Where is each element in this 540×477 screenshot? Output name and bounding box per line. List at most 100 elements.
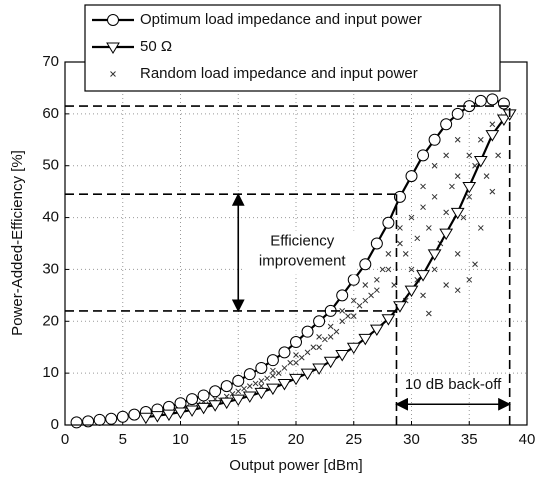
- cross-marker: [420, 292, 426, 299]
- cross-marker: [293, 352, 299, 358]
- y-axis-label: Power-Added-Efficiency [%]: [9, 150, 26, 336]
- triangle-marker: [462, 181, 477, 194]
- triangle-marker: [358, 333, 373, 346]
- triangle-marker: [266, 383, 280, 396]
- circle-marker: [255, 361, 268, 374]
- circle-marker: [301, 325, 314, 338]
- cross-marker: [287, 359, 294, 366]
- circle-marker: [451, 107, 464, 120]
- circle-marker: [290, 336, 302, 349]
- circle-marker: [486, 93, 499, 106]
- x-tick-label: 5: [119, 431, 127, 448]
- circle-marker: [370, 237, 383, 250]
- cross-marker: [356, 302, 363, 309]
- triangle-marker: [162, 409, 176, 422]
- triangle-marker: [242, 391, 257, 403]
- y-tick-label: 30: [42, 260, 59, 277]
- triangle-marker: [497, 114, 511, 127]
- triangle-marker: [369, 324, 384, 337]
- circle-marker: [209, 385, 222, 398]
- triangle-marker: [173, 407, 188, 420]
- triangle-marker: [439, 228, 454, 241]
- cross-marker: [460, 214, 467, 221]
- triangle-marker: [416, 270, 430, 282]
- y-tick-label: 10: [42, 364, 59, 381]
- cross-marker: [339, 308, 346, 314]
- circle-marker: [105, 412, 118, 425]
- circle-marker: [382, 216, 395, 229]
- triangle-marker: [208, 400, 223, 412]
- circle-marker: [474, 94, 487, 107]
- circle-marker: [347, 273, 360, 286]
- cross-marker: [310, 344, 317, 351]
- cross-marker: [235, 388, 242, 395]
- cross-marker: [270, 367, 276, 374]
- cross-marker: [373, 276, 380, 283]
- triangle-marker: [254, 387, 269, 400]
- triangle-marker: [381, 314, 396, 326]
- cross-marker: [362, 282, 369, 288]
- cross-marker: [368, 292, 374, 299]
- cross-marker: [402, 251, 409, 257]
- legend-marker: [106, 42, 120, 54]
- cross-marker: [385, 266, 392, 273]
- annotation-bg: [244, 230, 357, 275]
- triangle-marker: [427, 249, 442, 261]
- cross-marker: [298, 354, 305, 361]
- cross-marker: [304, 349, 311, 356]
- cross-marker: [385, 251, 392, 257]
- cross-marker: [454, 173, 461, 179]
- legend-marker: [107, 14, 119, 26]
- cross-marker: [339, 318, 346, 325]
- legend-label: Optimum load impedance and input power: [140, 11, 422, 28]
- cross-marker: [322, 336, 328, 343]
- circle-marker: [440, 118, 453, 131]
- triangle-marker: [485, 130, 500, 142]
- circle-marker: [82, 415, 95, 428]
- triangle-marker: [473, 156, 488, 168]
- circle-marker: [266, 354, 279, 367]
- circle-marker: [336, 289, 349, 302]
- cross-marker: [489, 188, 496, 195]
- triangle-marker: [323, 356, 338, 369]
- cross-marker: [466, 276, 473, 283]
- cross-marker: [350, 313, 357, 319]
- cross-marker: [408, 266, 415, 273]
- cross-marker: [443, 209, 450, 216]
- circle-marker: [174, 397, 187, 410]
- cross-marker: [327, 323, 334, 330]
- cross-marker: [316, 333, 322, 340]
- y-tick-label: 20: [42, 312, 59, 329]
- annotation: improvement: [259, 253, 347, 270]
- x-tick-label: 40: [519, 431, 536, 448]
- legend-marker: [110, 71, 116, 77]
- cross-marker: [454, 287, 461, 294]
- cross-marker: [420, 183, 426, 190]
- cross-marker: [258, 378, 265, 384]
- x-tick-label: 15: [230, 431, 247, 448]
- cross-marker: [472, 261, 478, 268]
- cross-marker: [362, 297, 369, 304]
- cross-marker: [466, 152, 473, 159]
- cross-marker: [397, 225, 403, 231]
- cross-marker: [379, 266, 386, 273]
- circle-marker: [428, 133, 441, 146]
- triangle-marker: [138, 412, 153, 425]
- cross-marker: [449, 183, 455, 190]
- circle-marker: [278, 346, 291, 359]
- triangle-marker: [335, 349, 350, 362]
- cross-marker: [443, 282, 450, 288]
- cross-marker: [454, 251, 461, 257]
- triangle-marker: [231, 394, 246, 407]
- y-tick-label: 0: [51, 416, 59, 433]
- cross-marker: [477, 136, 484, 143]
- circle-marker: [128, 408, 141, 421]
- circle-marker: [116, 410, 129, 423]
- cross-marker: [425, 310, 432, 317]
- cross-marker: [293, 359, 299, 366]
- triangle-marker: [346, 342, 361, 355]
- cross-marker: [414, 235, 421, 242]
- annotation: Efficiency: [270, 233, 334, 250]
- cross-marker: [241, 385, 247, 392]
